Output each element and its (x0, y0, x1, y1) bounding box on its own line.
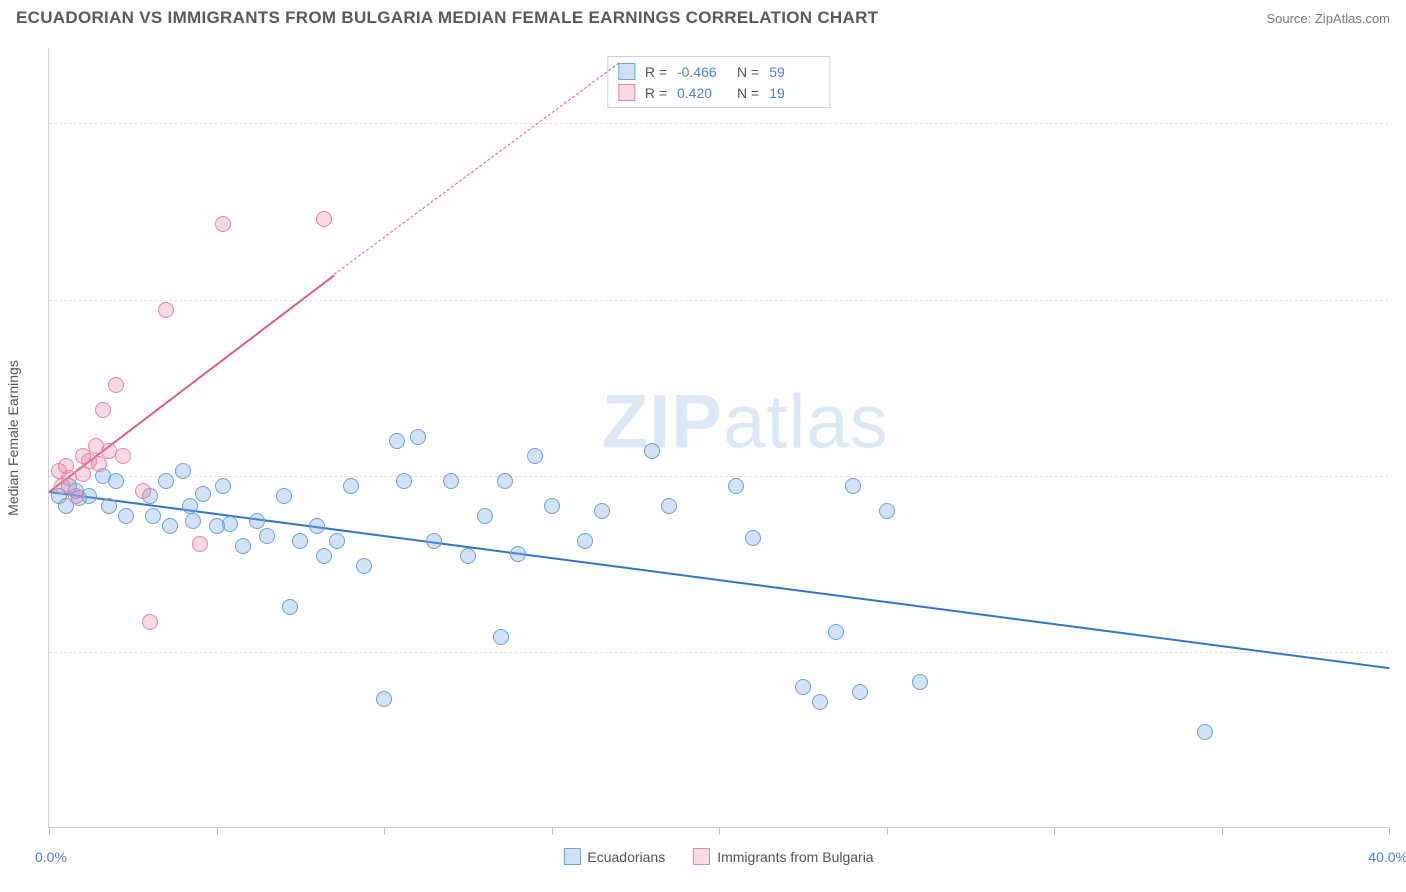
gridline (49, 123, 1388, 124)
x-axis-max-label: 40.0% (1368, 849, 1406, 865)
data-point (68, 488, 84, 504)
legend-item: Immigrants from Bulgaria (693, 848, 873, 865)
x-tick (217, 827, 218, 835)
data-point (292, 533, 308, 549)
x-axis-min-label: 0.0% (35, 849, 67, 865)
data-point (879, 503, 895, 519)
data-point (460, 548, 476, 564)
legend-item: Ecuadorians (563, 848, 665, 865)
data-point (510, 546, 526, 562)
data-point (145, 508, 161, 524)
trend-line (333, 63, 618, 275)
x-tick (719, 827, 720, 835)
stats-swatch (618, 63, 635, 80)
data-point (249, 513, 265, 529)
bottom-legend: Ecuadorians Immigrants from Bulgaria (563, 848, 873, 865)
data-point (795, 679, 811, 695)
data-point (108, 473, 124, 489)
data-point (118, 508, 134, 524)
legend-swatch (563, 848, 580, 865)
data-point (316, 211, 332, 227)
data-point (376, 691, 392, 707)
legend-swatch (693, 848, 710, 865)
data-point (396, 473, 412, 489)
x-tick (384, 827, 385, 835)
data-point (410, 429, 426, 445)
y-tick-label: $27,500 (1398, 644, 1406, 660)
data-point (497, 473, 513, 489)
data-point (108, 377, 124, 393)
data-point (389, 433, 405, 449)
data-point (235, 538, 251, 554)
data-point (912, 674, 928, 690)
data-point (158, 473, 174, 489)
data-point (95, 402, 111, 418)
data-point (195, 486, 211, 502)
legend-label: Immigrants from Bulgaria (717, 849, 873, 865)
stats-row: R =0.420N =19 (618, 82, 819, 103)
x-tick (1222, 827, 1223, 835)
data-point (527, 448, 543, 464)
data-point (185, 513, 201, 529)
data-point (162, 518, 178, 534)
legend-label: Ecuadorians (587, 849, 665, 865)
data-point (812, 694, 828, 710)
data-point (493, 629, 509, 645)
stats-swatch (618, 84, 635, 101)
data-point (577, 533, 593, 549)
source-label: Source: ZipAtlas.com (1266, 11, 1390, 26)
chart-title: ECUADORIAN VS IMMIGRANTS FROM BULGARIA M… (16, 8, 878, 28)
data-point (101, 498, 117, 514)
data-point (661, 498, 677, 514)
data-point (745, 530, 761, 546)
data-point (115, 448, 131, 464)
data-point (594, 503, 610, 519)
data-point (356, 558, 372, 574)
data-point (644, 443, 660, 459)
x-tick (1054, 827, 1055, 835)
data-point (852, 684, 868, 700)
data-point (828, 624, 844, 640)
data-point (1197, 724, 1213, 740)
data-point (329, 533, 345, 549)
data-point (728, 478, 744, 494)
gridline (49, 300, 1388, 301)
data-point (343, 478, 359, 494)
y-tick-label: $80,000 (1398, 115, 1406, 131)
y-tick-label: $45,000 (1398, 468, 1406, 484)
data-point (192, 536, 208, 552)
x-tick (887, 827, 888, 835)
data-point (91, 456, 107, 472)
data-point (309, 518, 325, 534)
data-point (477, 508, 493, 524)
data-point (135, 483, 151, 499)
data-point (282, 599, 298, 615)
data-point (222, 516, 238, 532)
data-point (276, 488, 292, 504)
data-point (544, 498, 560, 514)
gridline (49, 476, 1388, 477)
data-point (443, 473, 459, 489)
stats-legend-box: R =-0.466N =59R =0.420N =19 (607, 56, 830, 108)
data-point (142, 614, 158, 630)
data-point (215, 478, 231, 494)
data-point (426, 533, 442, 549)
gridline (49, 652, 1388, 653)
x-tick (1389, 827, 1390, 835)
data-point (175, 463, 191, 479)
x-tick (552, 827, 553, 835)
data-point (316, 548, 332, 564)
scatter-chart: Median Female Earnings ZIPatlas R =-0.46… (48, 48, 1388, 828)
data-point (845, 478, 861, 494)
y-tick-label: $62,500 (1398, 292, 1406, 308)
data-point (158, 302, 174, 318)
data-point (259, 528, 275, 544)
data-point (182, 498, 198, 514)
y-axis-label: Median Female Earnings (5, 360, 21, 516)
x-tick (49, 827, 50, 835)
stats-row: R =-0.466N =59 (618, 61, 819, 82)
data-point (215, 216, 231, 232)
